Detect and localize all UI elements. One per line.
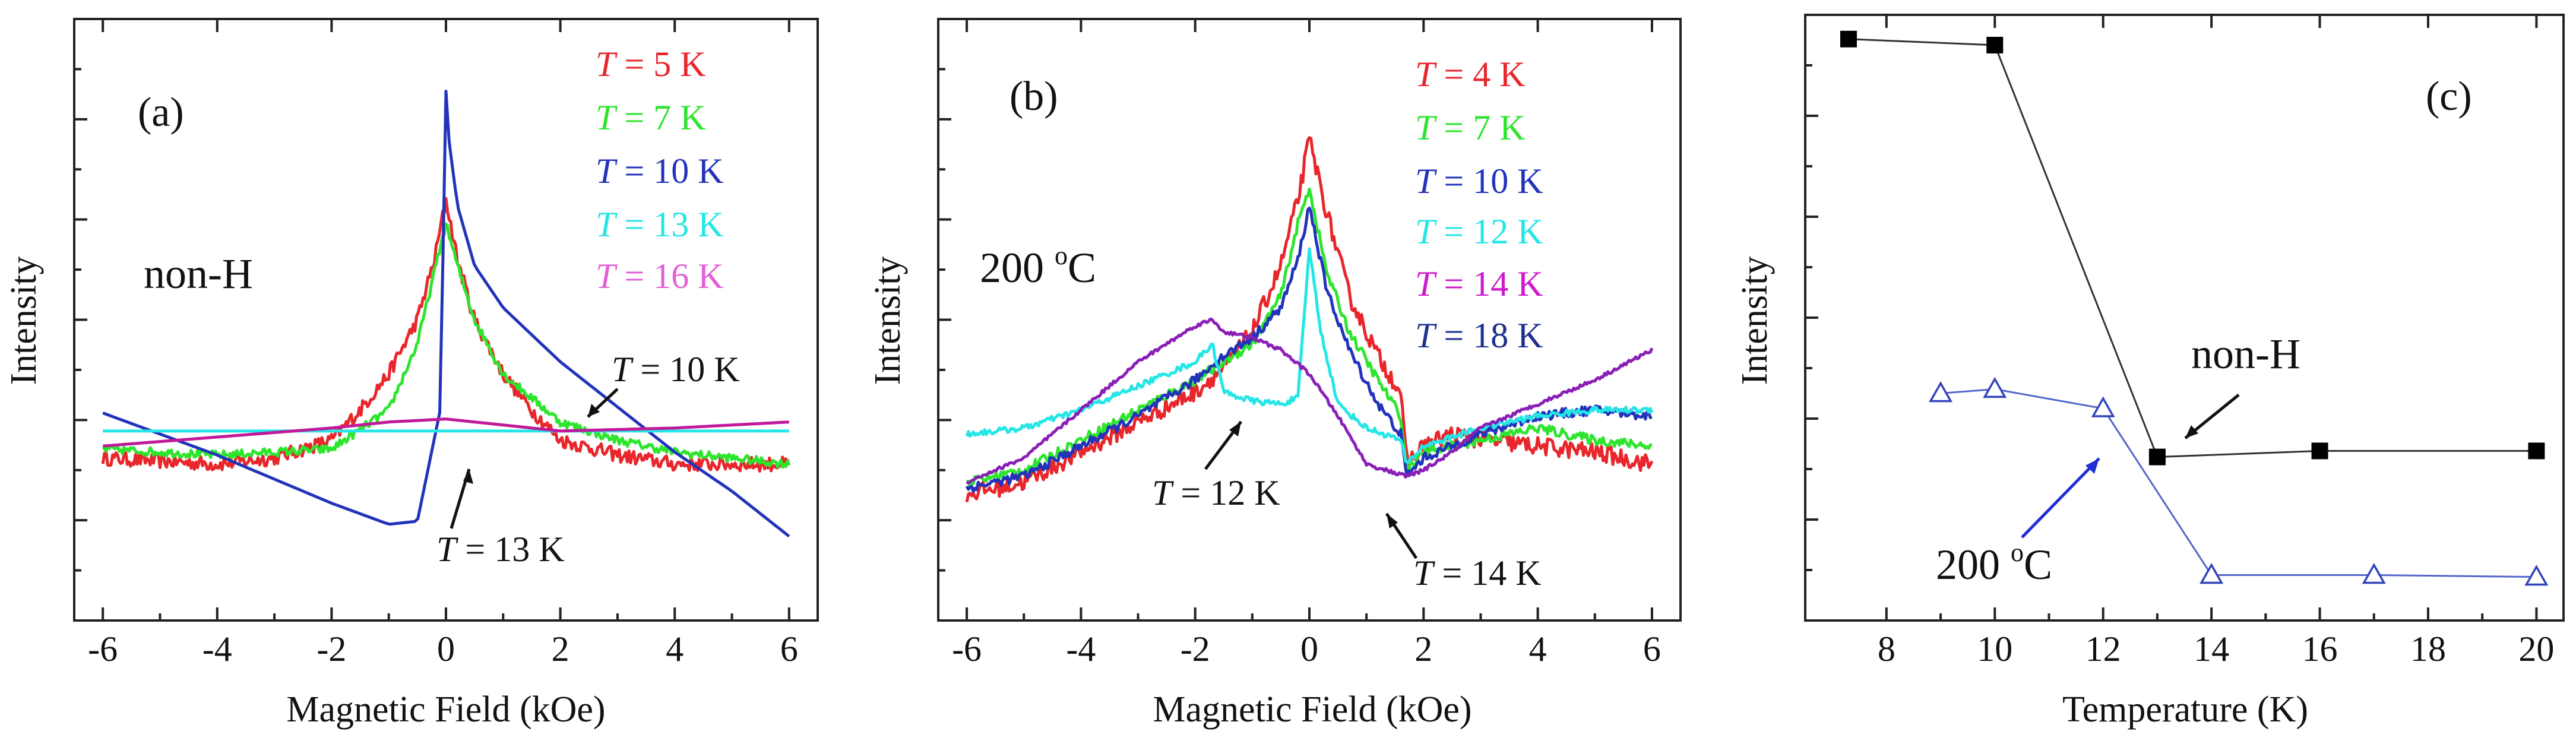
panel-a-arrowhead-10k <box>588 404 600 417</box>
panel-b-arrowhead-14k <box>1387 514 1398 528</box>
x-tick-label-a-4: 2 <box>552 629 569 669</box>
panel-b-y-ticks <box>938 68 951 572</box>
x-tick-label-c-4: 16 <box>2302 629 2338 669</box>
point-c-1-0 <box>1929 381 1953 403</box>
panel-b-label: (b) <box>1009 74 1058 119</box>
panel-c-y-axis-title: Intensity <box>1735 257 1775 385</box>
panel-c-y-ticks <box>1805 64 1818 571</box>
x-tick-label-b-3: 0 <box>1300 629 1318 669</box>
panel-a: -6 -4 -2 0 2 4 6 (a) non-H Magnetic Field (kOe… <box>4 18 819 730</box>
panel-a-ticks: -6 -4 -2 0 2 4 6 <box>88 19 798 669</box>
x-tick-label-c-1: 10 <box>1977 629 2012 669</box>
x-tick-label-b-0: -6 <box>952 629 982 669</box>
x-tick-label-b-4: 2 <box>1414 629 1432 669</box>
x-tick-label-c-5: 18 <box>2410 629 2446 669</box>
x-tick-label-b-6: 6 <box>1643 629 1661 669</box>
panel-c-arrow-200c <box>2021 457 2100 539</box>
point-c-0-3 <box>2311 442 2328 460</box>
series-a-4 <box>103 417 789 448</box>
x-tick-label-c-6: 20 <box>2518 629 2554 669</box>
series-a-0 <box>101 197 790 473</box>
legend-a-entry-3: T = 10 K <box>596 151 724 191</box>
panel-c-arrowhead-nonh <box>2185 425 2198 438</box>
legend-b-entry-4: T = 12 K <box>1415 212 1543 251</box>
panel-b-legend: T = 4 K T = 7 K T = 10 K T = 12 K T = 14… <box>1415 55 1543 355</box>
panel-a-y-ticks <box>74 68 87 572</box>
x-tick-label-a-0: -6 <box>88 629 118 669</box>
panel-c-label: (c) <box>2426 74 2472 119</box>
x-tick-label-a-5: 4 <box>666 629 683 669</box>
x-tick-label-b-5: 4 <box>1529 629 1547 669</box>
legend-a-entry-1: T = 5 K <box>596 45 706 84</box>
x-tick-label-a-6: 6 <box>780 629 798 669</box>
panel-a-series <box>101 90 791 538</box>
x-tick-label-b-1: -4 <box>1066 629 1096 669</box>
series-b-2 <box>965 206 1653 493</box>
panel-a-y-axis-title: Intensity <box>4 257 44 385</box>
point-c-1-4 <box>2362 562 2386 584</box>
panel-b-series <box>965 136 1654 503</box>
series-line-c-1 <box>1940 388 2537 578</box>
panel-a-legend: T = 5 K T = 7 K T = 10 K T = 13 K T = 16… <box>596 45 724 296</box>
panel-a-label: (a) <box>138 90 184 135</box>
series-b-1 <box>966 188 1653 487</box>
panel-b-ticks: -6 -4 -2 0 2 4 6 <box>952 19 1661 669</box>
legend-b-entry-2: T = 7 K <box>1415 108 1526 147</box>
legend-b-entry-6: T = 18 K <box>1415 316 1543 355</box>
panel-b-annotation-14k: T = 14 K <box>1413 553 1542 593</box>
point-c-0-4 <box>2528 442 2545 460</box>
series-b-0 <box>965 136 1654 503</box>
panel-b-y-axis-title: Intensity <box>868 257 908 385</box>
panel-c: 8 10 12 14 16 18 20 (c) Temperature (K) Intens… <box>1735 14 2565 730</box>
panel-b: -6 -4 -2 0 2 4 6 (b) 200 oC Magnetic Field (kO… <box>868 18 1682 730</box>
panel-a-x-axis-title: Magnetic Field (kOe) <box>286 689 605 730</box>
x-tick-label-a-3: 0 <box>437 629 455 669</box>
panel-c-ticks: 8 10 12 14 16 18 20 <box>1878 15 2554 669</box>
panel-b-arrowhead-12k <box>1229 422 1241 436</box>
legend-a-entry-2: T = 7 K <box>596 98 706 137</box>
panel-a-annotation-10k: T = 10 K <box>612 350 740 389</box>
point-c-0-0 <box>1840 30 1857 48</box>
x-tick-label-a-1: -4 <box>202 629 232 669</box>
point-c-1-2 <box>2091 396 2115 417</box>
panel-c-x-axis-title: Temperature (K) <box>2062 689 2308 730</box>
panel-c-arrowhead-200c <box>2086 458 2099 474</box>
panel-a-sample-label: non-H <box>144 250 253 297</box>
legend-a-entry-5: T = 16 K <box>596 257 724 296</box>
x-tick-label-c-3: 14 <box>2194 629 2229 669</box>
panel-a-annotation-13k: T = 13 K <box>436 530 565 569</box>
point-c-0-2 <box>2148 448 2166 466</box>
x-tick-label-c-0: 8 <box>1878 629 1895 669</box>
legend-b-entry-1: T = 4 K <box>1415 55 1526 94</box>
legend-b-entry-5: T = 14 K <box>1415 264 1543 303</box>
legend-b-entry-3: T = 10 K <box>1415 162 1543 201</box>
panel-a-arrowhead-13k <box>463 469 473 484</box>
panel-b-annotation-12k: T = 12 K <box>1152 473 1280 512</box>
point-c-1-5 <box>2524 565 2549 586</box>
series-b-4 <box>966 318 1654 485</box>
legend-a-entry-4: T = 13 K <box>596 205 724 244</box>
panel-b-sample-label: 200 oC <box>980 241 1096 292</box>
panel-c-annotation-nonh: non-H <box>2191 330 2300 378</box>
x-tick-label-a-2: -2 <box>317 629 346 669</box>
x-tick-label-b-2: -2 <box>1181 629 1210 669</box>
x-tick-label-c-2: 12 <box>2086 629 2121 669</box>
panel-c-series <box>1840 30 2549 586</box>
series-a-2 <box>102 90 790 538</box>
panel-b-x-axis-title: Magnetic Field (kOe) <box>1153 689 1471 730</box>
point-c-1-3 <box>2200 562 2224 584</box>
point-c-1-1 <box>1983 376 2007 398</box>
panel-c-annotation-200c: 200 oC <box>1936 538 2052 588</box>
point-c-0-1 <box>1986 37 2004 53</box>
